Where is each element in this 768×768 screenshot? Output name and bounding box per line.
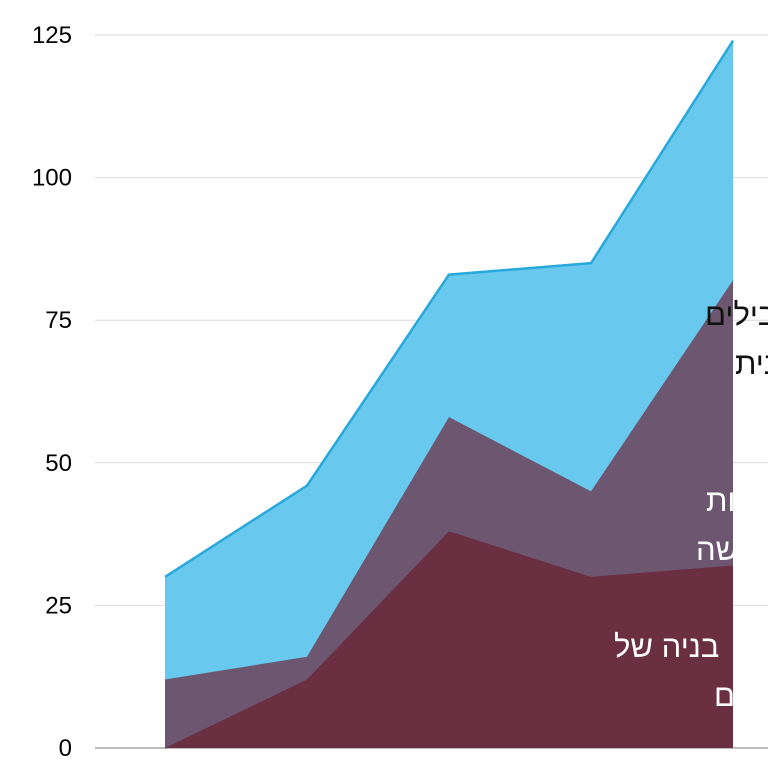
- area-series-3: [165, 40, 733, 680]
- y-tick-label-50: 50: [45, 450, 72, 477]
- area-label-series-2-line-1: מציאת מוטיבציות: [706, 483, 768, 518]
- area-label-series-3-line-1: מהלכי תוכן מקבילים: [705, 297, 768, 332]
- y-tick-label-25: 25: [45, 592, 72, 619]
- area-series-2: [165, 280, 733, 748]
- y-tick-label-0: 0: [59, 735, 72, 762]
- area-series: [164, 40, 735, 749]
- area-series-3-edge: [164, 40, 735, 578]
- area-labels: בניה של מוצרים/ שירותים חדשים מציאת מוטיבצ…: [614, 297, 768, 713]
- area-label-series-2-line-2: חדשות לרכישה: [696, 532, 768, 567]
- area-series-1: [165, 531, 733, 748]
- y-tick-label-125: 125: [32, 22, 72, 49]
- y-axis: 0 25 50 75 100 125: [32, 22, 72, 762]
- y-tick-label-75: 75: [45, 307, 72, 334]
- y-tick-label-100: 100: [32, 165, 72, 192]
- area-label-series-1-line-1: בניה של: [614, 629, 719, 664]
- area-label-series-1-line-2: מוצרים/ שירותים חדשים: [714, 678, 768, 713]
- area-label-series-3-line-2: בתקשור במדיה בו זמנית: [735, 346, 768, 381]
